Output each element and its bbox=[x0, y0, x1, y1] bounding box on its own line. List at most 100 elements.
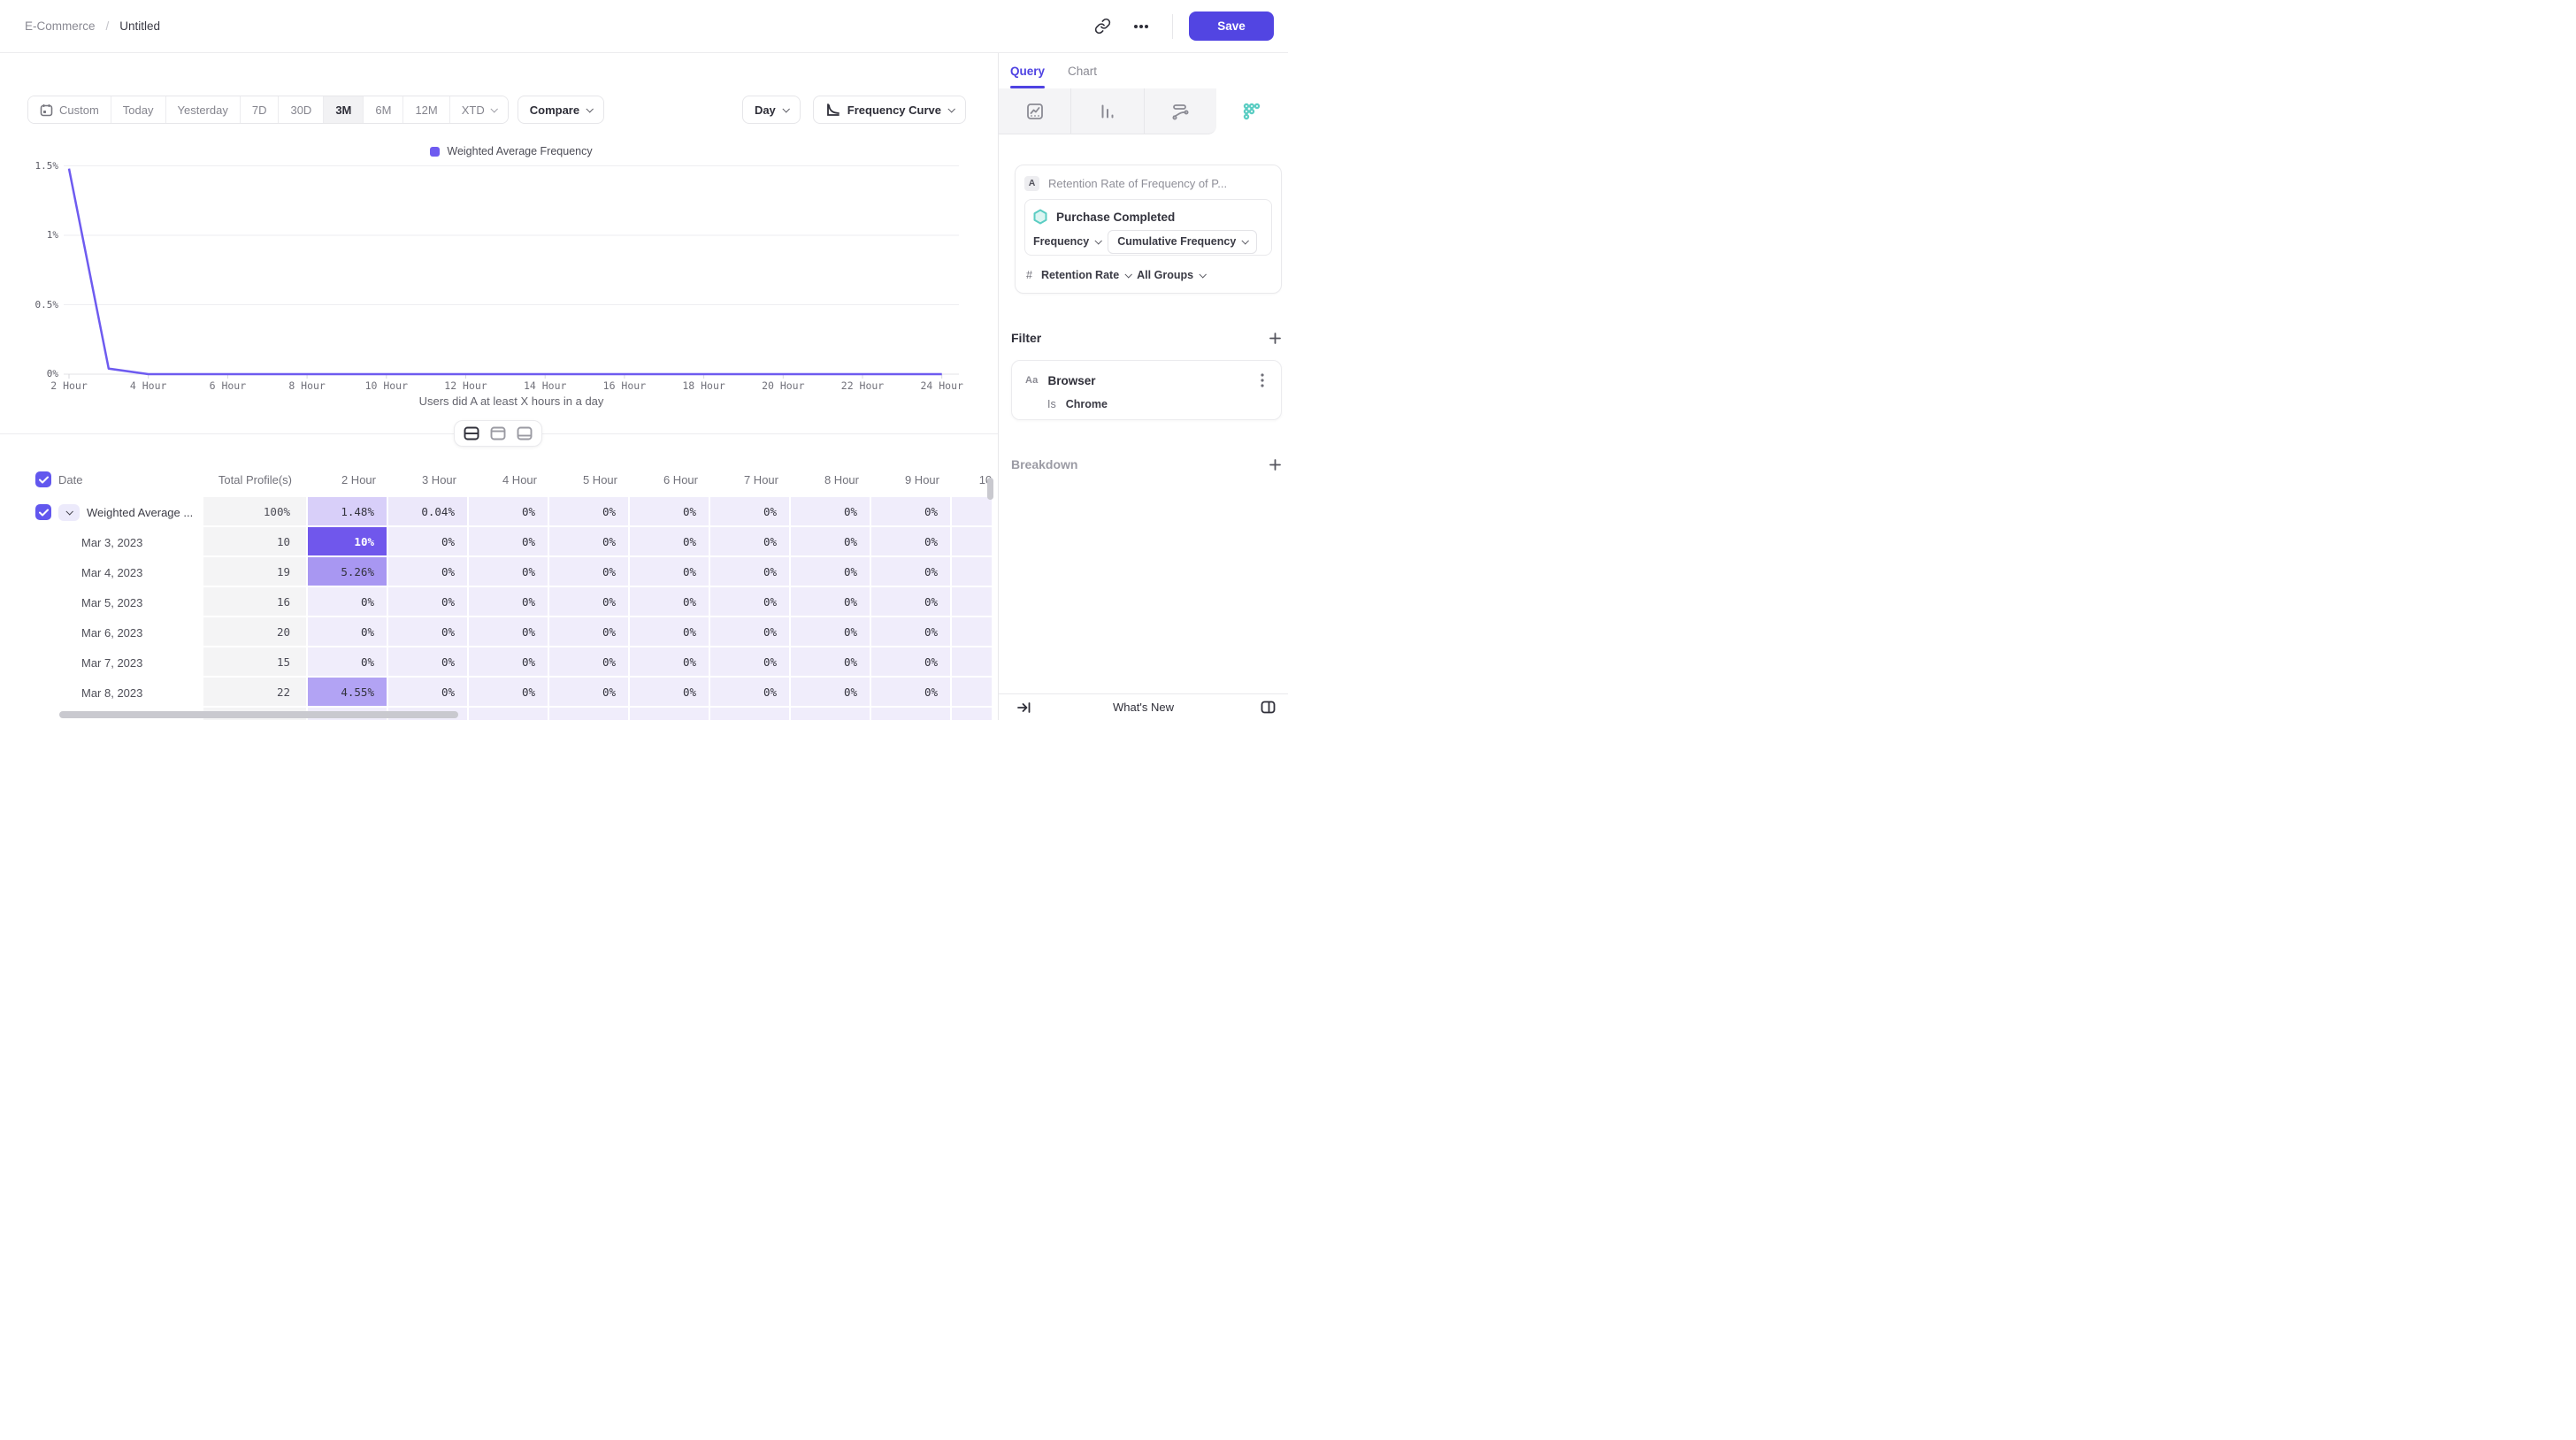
layout-split-horizontal-icon[interactable] bbox=[459, 423, 484, 444]
tab-chart[interactable]: Chart bbox=[1068, 64, 1098, 78]
add-filter-button[interactable] bbox=[1264, 327, 1285, 349]
save-button[interactable]: Save bbox=[1189, 11, 1274, 41]
breadcrumb-project[interactable]: E-Commerce bbox=[25, 19, 96, 33]
frequency-line[interactable] bbox=[67, 168, 942, 376]
whats-new-link[interactable]: What's New bbox=[1113, 701, 1174, 714]
value-cell: 0% bbox=[871, 527, 952, 557]
kebab-icon bbox=[1261, 373, 1264, 387]
x-tick-label: 16 Hour bbox=[602, 379, 647, 392]
filter-heading: Filter bbox=[1011, 331, 1042, 345]
report-toolbar: Custom Today Yesterday 7D 30D 3M 6M 12M XTD Comp… bbox=[27, 96, 998, 124]
more-options-button[interactable] bbox=[1126, 11, 1156, 42]
line-chart-type-button[interactable] bbox=[999, 88, 1072, 134]
frequency-dropdown[interactable]: Frequency bbox=[1033, 235, 1103, 248]
value-cell: 0% bbox=[630, 497, 710, 527]
compare-button[interactable]: Compare bbox=[517, 96, 605, 124]
toggle-sidebar-button[interactable] bbox=[1256, 697, 1279, 718]
total-profiles-cell: 19 bbox=[203, 557, 308, 587]
value-cell: 0% bbox=[952, 527, 992, 557]
granularity-button[interactable]: Day bbox=[741, 96, 801, 124]
chart-legend[interactable]: Weighted Average Frequency bbox=[64, 145, 959, 157]
add-breakdown-button[interactable] bbox=[1264, 454, 1285, 475]
layout-toggle bbox=[454, 420, 542, 447]
filter-options-button[interactable] bbox=[1253, 371, 1272, 390]
horizontal-scrollbar[interactable] bbox=[59, 711, 458, 718]
value-cell: 0% bbox=[710, 497, 791, 527]
value-cell: 0% bbox=[630, 557, 710, 587]
range-3m[interactable]: 3M bbox=[324, 96, 364, 123]
filter-card: Aa Browser Is Chrome bbox=[1011, 360, 1282, 420]
filter-section-header: Filter bbox=[1011, 327, 1285, 349]
event-card: Purchase Completed Frequency Cumulative … bbox=[1024, 199, 1272, 256]
value-cell: 0% bbox=[469, 527, 549, 557]
bar-chart-type-button[interactable] bbox=[1071, 88, 1145, 134]
filter-operator[interactable]: Is bbox=[1047, 398, 1056, 410]
value-cell: 0% bbox=[710, 527, 791, 557]
check-icon bbox=[38, 509, 49, 516]
layout-split-vertical-icon[interactable] bbox=[486, 423, 510, 444]
flow-chart-type-button[interactable] bbox=[1144, 88, 1216, 134]
value-cell: 0% bbox=[388, 527, 469, 557]
select-all-checkbox[interactable] bbox=[35, 471, 51, 487]
chart-type-button[interactable]: Frequency Curve bbox=[812, 96, 966, 124]
row-label: Mar 7, 2023 bbox=[81, 655, 143, 670]
column-header: 4 Hour bbox=[502, 472, 537, 486]
collapse-panel-button[interactable] bbox=[1013, 697, 1036, 718]
value-cell: 0% bbox=[952, 497, 992, 527]
range-7d[interactable]: 7D bbox=[240, 96, 280, 123]
range-12m[interactable]: 12M bbox=[403, 96, 450, 123]
column-header: 5 Hour bbox=[582, 472, 617, 486]
query-step-title[interactable]: Retention Rate of Frequency of P... bbox=[1048, 176, 1228, 190]
range-yesterday[interactable]: Yesterday bbox=[165, 96, 241, 123]
value-cell: 0% bbox=[952, 617, 992, 647]
range-today[interactable]: Today bbox=[111, 96, 166, 123]
table-row[interactable]: Weighted Average ... 100% 1.48% 0.04% 0% 0% 0%… bbox=[0, 497, 992, 527]
copy-link-button[interactable] bbox=[1087, 11, 1117, 42]
event-name: Purchase Completed bbox=[1056, 210, 1176, 224]
filter-value[interactable]: Chrome bbox=[1065, 398, 1108, 410]
range-xtd[interactable]: XTD bbox=[449, 96, 508, 123]
x-tick-label: 18 Hour bbox=[682, 379, 725, 392]
cumulative-frequency-dropdown[interactable]: Cumulative Frequency bbox=[1108, 229, 1258, 254]
event-selector[interactable]: Purchase Completed bbox=[1033, 208, 1263, 226]
groups-dropdown[interactable]: All Groups bbox=[1137, 269, 1208, 281]
legend-label: Weighted Average Frequency bbox=[447, 145, 593, 157]
calendar-icon bbox=[40, 103, 53, 116]
value-cell bbox=[630, 708, 710, 720]
compare-label: Compare bbox=[529, 103, 580, 117]
chart-type-label: Frequency Curve bbox=[847, 103, 941, 117]
column-header: Total Profile(s) bbox=[218, 472, 292, 486]
value-cell: 0% bbox=[630, 587, 710, 617]
y-tick-label: 0% bbox=[46, 368, 58, 379]
range-label: 3M bbox=[335, 103, 352, 117]
row-label: Mar 5, 2023 bbox=[81, 595, 143, 609]
expand-row-button[interactable] bbox=[58, 503, 80, 521]
range-custom[interactable]: Custom bbox=[28, 96, 111, 123]
total-profiles-cell: 16 bbox=[203, 587, 308, 617]
breadcrumb-title[interactable]: Untitled bbox=[119, 19, 161, 33]
range-label: 12M bbox=[415, 103, 438, 117]
range-6m[interactable]: 6M bbox=[364, 96, 404, 123]
total-profiles-cell: 10 bbox=[203, 527, 308, 557]
measure-dropdown[interactable]: Retention Rate bbox=[1041, 269, 1133, 281]
value-cell: 0% bbox=[791, 497, 871, 527]
range-30d[interactable]: 30D bbox=[279, 96, 325, 123]
filter-property[interactable]: Browser bbox=[1047, 373, 1096, 387]
collapse-right-icon bbox=[1017, 701, 1031, 713]
hexagon-icon bbox=[1033, 209, 1047, 225]
vertical-scrollbar[interactable] bbox=[987, 478, 993, 500]
measure-type-icon: # bbox=[1026, 269, 1032, 281]
tab-query[interactable]: Query bbox=[1010, 53, 1046, 88]
frequency-chart-type-button[interactable] bbox=[1215, 88, 1288, 134]
value-cell: 0% bbox=[871, 678, 952, 708]
layout-bottom-panel-icon[interactable] bbox=[512, 423, 537, 444]
value-cell: 0% bbox=[871, 497, 952, 527]
x-tick-label: 20 Hour bbox=[762, 379, 805, 392]
row-checkbox[interactable] bbox=[35, 504, 51, 520]
